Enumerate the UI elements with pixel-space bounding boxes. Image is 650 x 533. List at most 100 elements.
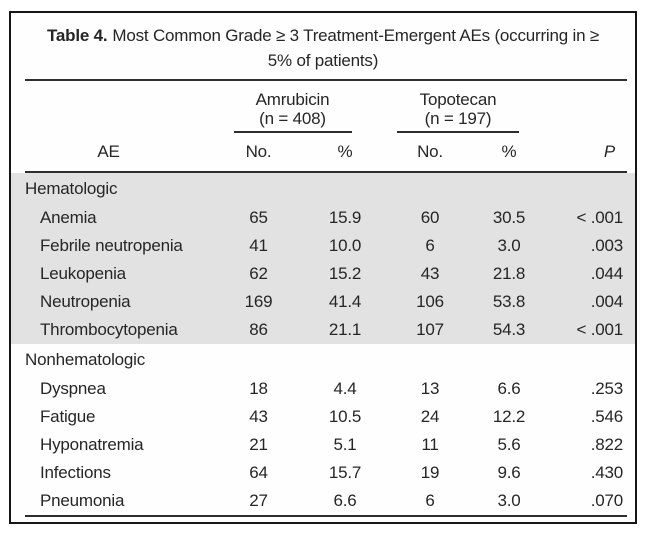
table-title: Table 4. Most Common Grade ≥ 3 Treatment-… bbox=[11, 13, 635, 73]
p-value-cell: .430 bbox=[590, 463, 624, 482]
amrubicin-no-cell: 18 bbox=[249, 379, 268, 398]
group-name-topotecan: Topotecan bbox=[419, 90, 497, 109]
ae-cell: Pneumonia bbox=[40, 491, 125, 510]
topotecan-pct-cell: 6.6 bbox=[497, 379, 521, 398]
ae-cell: Infections bbox=[40, 463, 111, 482]
section-nonhematologic: Nonhematologic Dyspnea 18 4.4 13 6.6 .25… bbox=[11, 344, 635, 515]
topotecan-no-cell: 19 bbox=[420, 463, 440, 482]
topotecan-pct-cell: 3.0 bbox=[497, 491, 521, 510]
amrubicin-pct-cell: 21.1 bbox=[328, 320, 362, 339]
group-header-spacer bbox=[11, 81, 206, 134]
group-header-spacer bbox=[537, 81, 635, 134]
topotecan-pct-cell: 21.8 bbox=[492, 264, 526, 283]
amrubicin-no-cell: 41 bbox=[249, 236, 268, 255]
footnote: Abbreviation: AE, adverse event. bbox=[11, 517, 635, 522]
section-header-row: Nonhematologic bbox=[11, 344, 635, 375]
ae-cell: Leukopenia bbox=[40, 264, 126, 283]
p-value-cell: .070 bbox=[590, 491, 624, 510]
group-name-amrubicin: Amrubicin bbox=[255, 90, 330, 109]
topotecan-no-cell: 24 bbox=[420, 407, 440, 426]
topotecan-no-cell: 13 bbox=[420, 379, 440, 398]
topotecan-no-cell: 43 bbox=[420, 264, 440, 283]
topotecan-no-cell: 106 bbox=[416, 292, 444, 311]
table-row: Leukopenia 62 15.2 43 21.8 .044 bbox=[11, 260, 635, 288]
table-row: Anemia 65 15.9 60 30.5 < .001 bbox=[11, 204, 635, 232]
group-underline-amrubicin bbox=[233, 131, 352, 133]
table-title-text: Most Common Grade ≥ 3 Treatment-Emergent… bbox=[112, 26, 600, 70]
amrubicin-no-cell: 43 bbox=[249, 407, 268, 426]
amrubicin-pct-cell: 4.4 bbox=[333, 379, 357, 398]
p-value-cell: .004 bbox=[590, 292, 624, 311]
section-header-row: Hematologic bbox=[11, 173, 635, 204]
ae-cell: Febrile neutropenia bbox=[40, 236, 183, 255]
group-header-row: Amrubicin (n = 408) Topotecan (n = 197) bbox=[11, 81, 635, 134]
title-rule bbox=[25, 79, 627, 81]
amrubicin-pct-cell: 6.6 bbox=[333, 491, 357, 510]
topotecan-pct-cell: 3.0 bbox=[497, 236, 521, 255]
p-value-cell: < .001 bbox=[576, 208, 624, 227]
section-label: Nonhematologic bbox=[25, 350, 146, 369]
ae-cell: Dyspnea bbox=[40, 379, 106, 398]
subheader-row: AE No. % No. % P bbox=[11, 134, 635, 171]
amrubicin-no-cell: 86 bbox=[249, 320, 268, 339]
amrubicin-no-cell: 62 bbox=[249, 264, 268, 283]
header-body-rule bbox=[25, 171, 627, 173]
amrubicin-no-cell: 21 bbox=[249, 435, 268, 454]
p-value-cell: .546 bbox=[590, 407, 624, 426]
footnote-rule bbox=[25, 515, 627, 517]
section-hematologic: Hematologic Anemia 65 15.9 60 30.5 < .00… bbox=[11, 173, 635, 344]
ae-cell: Neutropenia bbox=[40, 292, 131, 311]
ae-cell: Anemia bbox=[40, 208, 97, 227]
table-row: Infections 64 15.7 19 9.6 .430 bbox=[11, 459, 635, 487]
group-header-amrubicin: Amrubicin (n = 408) bbox=[206, 81, 379, 134]
topotecan-pct-cell: 9.6 bbox=[497, 463, 521, 482]
topotecan-pct-cell: 30.5 bbox=[492, 208, 526, 227]
p-value-cell: .003 bbox=[590, 236, 624, 255]
amrubicin-pct-cell: 10.0 bbox=[328, 236, 362, 255]
table-row: Pneumonia 27 6.6 6 3.0 .070 bbox=[11, 487, 635, 515]
topotecan-no-cell: 6 bbox=[425, 491, 435, 510]
topotecan-pct-cell: 12.2 bbox=[492, 407, 526, 426]
amrubicin-pct-cell: 5.1 bbox=[333, 435, 357, 454]
table-row: Thrombocytopenia 86 21.1 107 54.3 < .001 bbox=[11, 316, 635, 344]
topotecan-no-cell: 6 bbox=[425, 236, 435, 255]
group-n-topotecan: (n = 197) bbox=[424, 109, 492, 128]
group-header-topotecan: Topotecan (n = 197) bbox=[379, 81, 537, 134]
p-value-cell: .044 bbox=[590, 264, 624, 283]
table-row: Neutropenia 169 41.4 106 53.8 .004 bbox=[11, 288, 635, 316]
ae-cell: Thrombocytopenia bbox=[40, 320, 178, 339]
table-title-label: Table 4. bbox=[46, 26, 108, 45]
topotecan-pct-cell: 5.6 bbox=[497, 435, 521, 454]
ae-cell: Hyponatremia bbox=[40, 435, 144, 454]
topotecan-no-header: No. bbox=[417, 142, 443, 161]
p-value-cell: < .001 bbox=[576, 320, 624, 339]
ae-column-header: AE bbox=[97, 142, 120, 161]
amrubicin-no-cell: 65 bbox=[249, 208, 268, 227]
column-header-table: Amrubicin (n = 408) Topotecan (n = 197) … bbox=[11, 81, 635, 171]
p-value-cell: .822 bbox=[590, 435, 624, 454]
group-underline-topotecan bbox=[397, 131, 519, 133]
topotecan-no-cell: 11 bbox=[421, 435, 439, 454]
amrubicin-pct-cell: 15.9 bbox=[328, 208, 362, 227]
amrubicin-pct-cell: 15.2 bbox=[328, 264, 362, 283]
p-column-header: P bbox=[603, 142, 615, 161]
section-label: Hematologic bbox=[25, 179, 118, 198]
amrubicin-no-cell: 64 bbox=[249, 463, 268, 482]
amrubicin-no-header: No. bbox=[245, 142, 272, 161]
topotecan-pct-cell: 53.8 bbox=[492, 292, 526, 311]
topotecan-pct-header: % bbox=[501, 142, 517, 161]
ae-cell: Fatigue bbox=[40, 407, 96, 426]
table-row: Febrile neutropenia 41 10.0 6 3.0 .003 bbox=[11, 232, 635, 260]
amrubicin-pct-cell: 15.7 bbox=[328, 463, 362, 482]
amrubicin-pct-cell: 10.5 bbox=[328, 407, 362, 426]
p-value-cell: .253 bbox=[590, 379, 624, 398]
table-frame: Table 4. Most Common Grade ≥ 3 Treatment-… bbox=[9, 11, 637, 524]
group-n-amrubicin: (n = 408) bbox=[259, 109, 326, 128]
table-row: Dyspnea 18 4.4 13 6.6 .253 bbox=[11, 375, 635, 403]
table-row: Hyponatremia 21 5.1 11 5.6 .822 bbox=[11, 431, 635, 459]
data-table: Hematologic Anemia 65 15.9 60 30.5 < .00… bbox=[11, 173, 635, 515]
topotecan-no-cell: 60 bbox=[420, 208, 440, 227]
table-row: Fatigue 43 10.5 24 12.2 .546 bbox=[11, 403, 635, 431]
topotecan-pct-cell: 54.3 bbox=[492, 320, 526, 339]
